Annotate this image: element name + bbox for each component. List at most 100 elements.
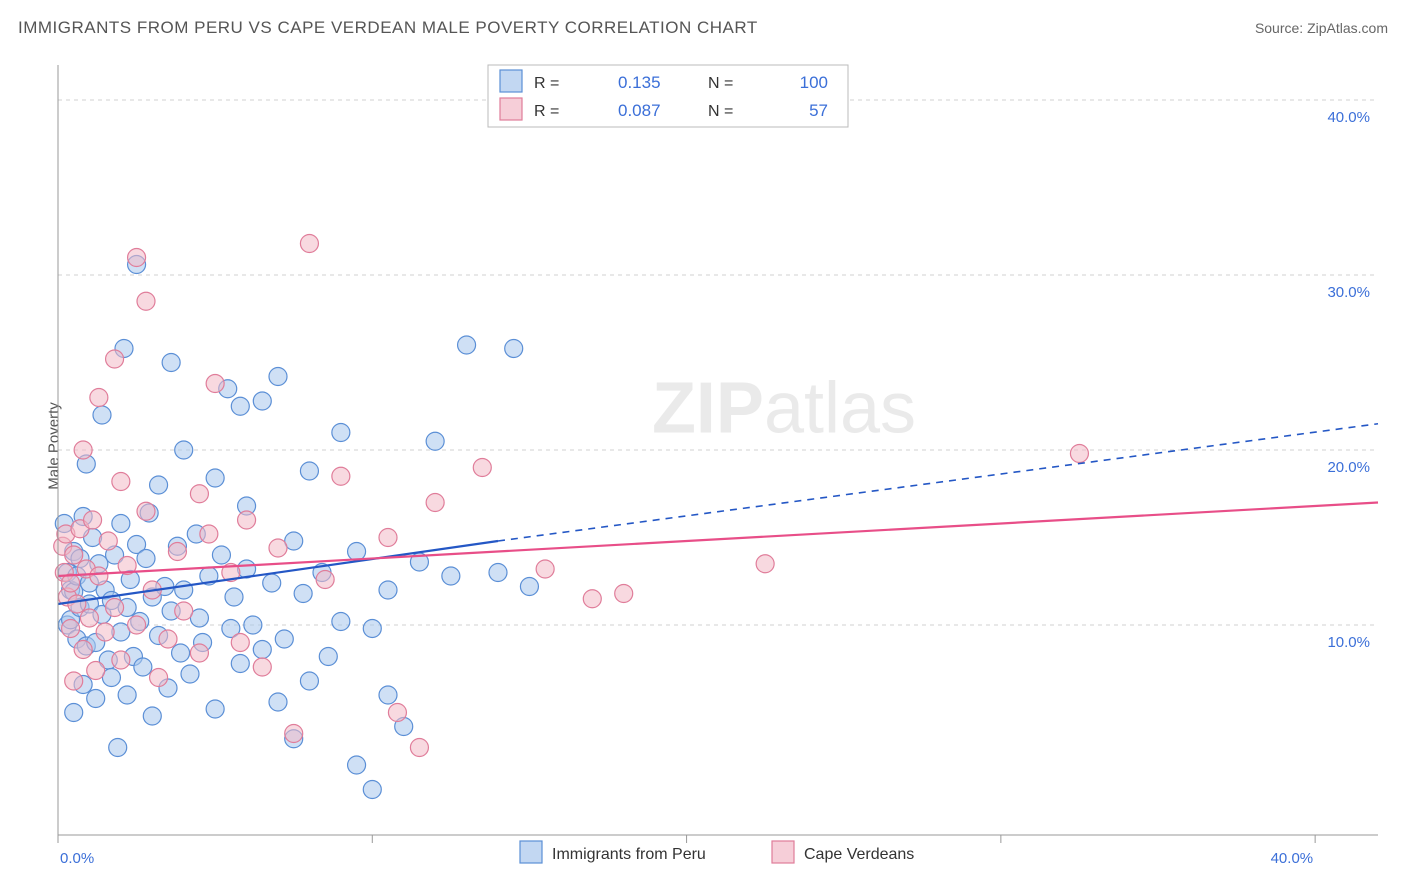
data-point [206,700,224,718]
data-point [90,389,108,407]
data-point [112,515,130,533]
data-point [489,564,507,582]
data-point [583,590,601,608]
trend-line-extrapolated [498,424,1378,541]
data-point [300,672,318,690]
data-point [426,432,444,450]
data-point [93,406,111,424]
data-point [150,669,168,687]
data-point [150,476,168,494]
data-point [263,574,281,592]
data-point [269,368,287,386]
data-point [106,599,124,617]
data-point [520,578,538,596]
watermark: ZIPatlas [652,369,916,449]
chart-container: 10.0%20.0%30.0%40.0%ZIPatlas0.0%40.0%R =… [48,55,1388,855]
data-point [253,658,271,676]
data-point [300,235,318,253]
data-point [363,620,381,638]
data-point [128,616,146,634]
data-point [473,459,491,477]
data-point [96,623,114,641]
data-point [505,340,523,358]
footer-legend-swatch [520,841,542,863]
data-point [175,602,193,620]
data-point [225,588,243,606]
data-point [74,441,92,459]
footer-legend-label: Cape Verdeans [804,846,914,863]
data-point [200,525,218,543]
footer-legend-swatch [772,841,794,863]
data-point [238,511,256,529]
data-point [756,555,774,573]
legend-n-label: N = [708,75,733,92]
data-point [80,609,98,627]
data-point [231,397,249,415]
data-point [99,532,117,550]
footer-legend-label: Immigrants from Peru [552,846,706,863]
data-point [332,467,350,485]
data-point [231,655,249,673]
data-point [379,581,397,599]
data-point [175,441,193,459]
data-point [137,292,155,310]
data-point [172,644,190,662]
data-point [442,567,460,585]
data-point [190,644,208,662]
data-point [65,672,83,690]
legend-swatch [500,70,522,92]
data-point [68,595,86,613]
legend-n-value: 100 [800,73,828,92]
x-tick-label: 40.0% [1271,850,1314,867]
data-point [128,249,146,267]
data-point [137,550,155,568]
data-point [332,613,350,631]
data-point [379,686,397,704]
data-point [294,585,312,603]
data-point [65,704,83,722]
data-point [134,658,152,676]
data-point [316,571,334,589]
legend-r-value: 0.135 [618,73,661,92]
data-point [206,375,224,393]
data-point [332,424,350,442]
data-point [143,707,161,725]
data-point [615,585,633,603]
data-point [109,739,127,757]
data-point [269,693,287,711]
data-point [388,704,406,722]
data-point [181,665,199,683]
data-point [162,354,180,372]
data-point [137,502,155,520]
data-point [112,473,130,491]
legend-r-label: R = [534,75,559,92]
x-tick-label: 0.0% [60,850,94,867]
data-point [458,336,476,354]
data-point [1070,445,1088,463]
data-point [426,494,444,512]
data-point [275,630,293,648]
data-point [175,581,193,599]
legend-n-label: N = [708,103,733,120]
scatter-chart: 10.0%20.0%30.0%40.0%ZIPatlas0.0%40.0%R =… [48,55,1388,885]
data-point [319,648,337,666]
legend-r-label: R = [534,103,559,120]
legend-swatch [500,98,522,120]
data-point [300,462,318,480]
legend-n-value: 57 [809,101,828,120]
data-point [212,546,230,564]
data-point [106,350,124,368]
data-point [84,511,102,529]
data-point [90,567,108,585]
data-point [206,469,224,487]
data-point [348,543,366,561]
data-point [159,630,177,648]
data-point [74,641,92,659]
y-tick-label: 40.0% [1327,109,1370,126]
data-point [65,546,83,564]
data-point [231,634,249,652]
data-point [410,739,428,757]
source-label: Source: ZipAtlas.com [1255,20,1388,36]
data-point [118,686,136,704]
legend-r-value: 0.087 [618,101,661,120]
